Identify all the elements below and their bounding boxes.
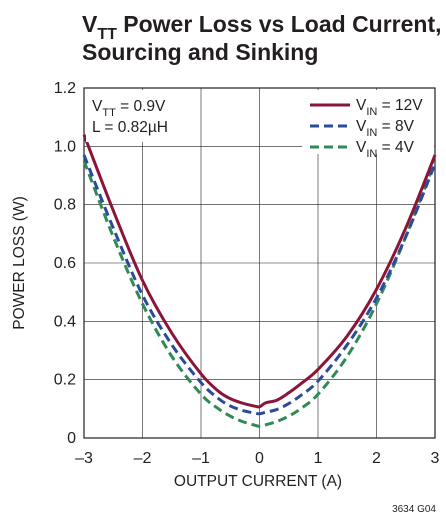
legend-label: VIN = 4V	[356, 139, 415, 160]
y-axis-label: POWER LOSS (W)	[11, 196, 28, 329]
x-tick-label: 0	[255, 450, 264, 467]
y-tick-label: 1.2	[54, 80, 76, 97]
y-tick-label: 0.8	[54, 197, 76, 214]
x-tick-labels: –3 –2 –1 0 1 2 3	[75, 450, 439, 467]
y-tick-label: 0.4	[54, 313, 76, 330]
y-tick-label: 1.0	[54, 138, 76, 155]
y-tick-label: 0	[67, 430, 76, 447]
figure-code: 3634 G04	[392, 504, 436, 515]
condition-inductance: L = 0.82µH	[92, 119, 168, 136]
legend-background	[302, 90, 434, 154]
legend-label: VIN = 12V	[356, 97, 423, 118]
chart-title-line1: VTT Power Loss vs Load Current,	[82, 11, 442, 43]
series-line-1	[82, 134, 437, 409]
x-tick-label: 3	[431, 450, 440, 467]
x-tick-label: –1	[192, 450, 210, 467]
series-line-2	[82, 154, 437, 416]
x-tick-label: 2	[372, 450, 381, 467]
y-tick-label: 0.2	[54, 372, 76, 389]
x-axis-label: OUTPUT CURRENT (A)	[174, 473, 342, 490]
x-tick-label: –2	[134, 450, 152, 467]
y-tick-label: 0.6	[54, 255, 76, 272]
series-line-3	[82, 160, 437, 428]
conditions-background	[86, 90, 176, 142]
condition-vtt: VTT = 0.9V	[92, 98, 166, 119]
legend-label: VIN = 8V	[356, 118, 415, 139]
y-tick-labels: 0 0.2 0.4 0.6 0.8 1.0 1.2	[54, 80, 76, 447]
conditions-note: VTT = 0.9V L = 0.82µH	[86, 90, 176, 142]
x-tick-label: 1	[314, 450, 323, 467]
series-lines	[82, 134, 437, 428]
chart-title-line2: Sourcing and Sinking	[82, 39, 318, 65]
x-tick-label: –3	[75, 450, 93, 467]
